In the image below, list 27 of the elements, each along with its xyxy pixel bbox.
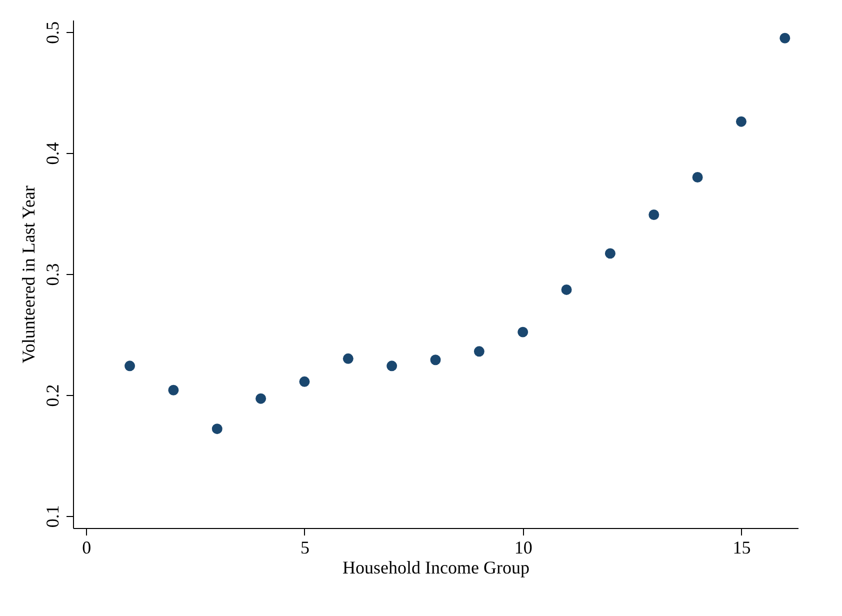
point [386,360,398,372]
point [604,248,616,259]
point [342,353,354,364]
y-tick-label: 0.3 [42,263,62,286]
point [561,284,572,295]
x-tick-label: 0 [82,538,92,558]
point [780,32,790,44]
y-tick-label: 0.4 [42,142,62,165]
point [692,172,703,182]
point [736,116,746,127]
point [648,210,660,220]
point [474,346,484,357]
y-tick-label: 0.2 [42,384,62,407]
x-tick-label: 15 [732,538,751,558]
point [124,360,136,372]
x-tick-label: 10 [514,538,532,558]
point [256,393,266,404]
point [518,326,528,338]
point [430,354,441,366]
point [168,384,179,396]
y-tick-label: 0.5 [42,21,62,44]
y-tick-label: 0.1 [42,505,62,528]
point [299,376,310,387]
x-tick-label: 5 [300,538,310,558]
x-axis-title: Household Income Group [342,558,530,578]
y-axis-title: Volunteered in Last Year [18,186,38,364]
point [212,424,222,434]
